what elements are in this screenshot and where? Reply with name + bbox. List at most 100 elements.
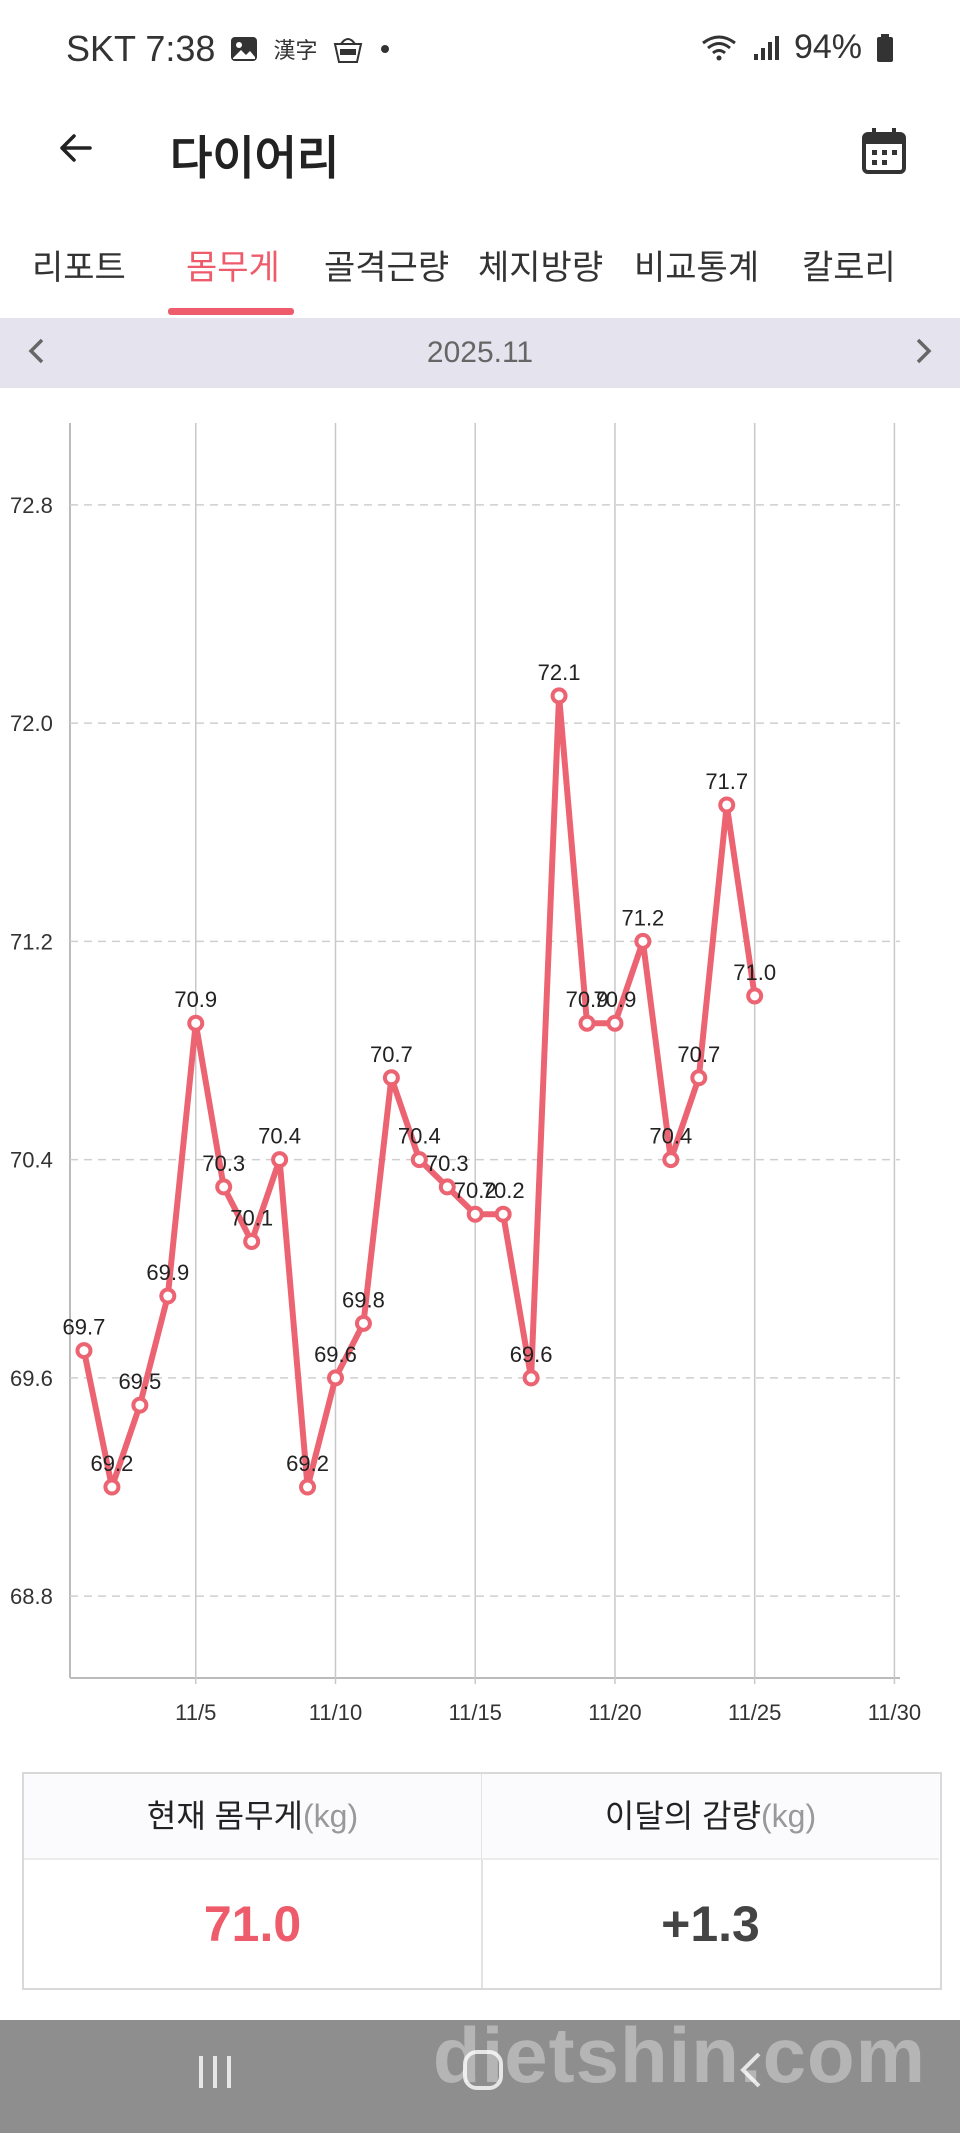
home-icon xyxy=(463,2050,503,2090)
x-tick-label: 11/25 xyxy=(728,1700,781,1725)
calendar-button[interactable] xyxy=(852,120,916,184)
x-tick-label: 11/10 xyxy=(309,1700,362,1725)
weight-data-label: 70.4 xyxy=(649,1124,692,1149)
hanja-icon: 漢字 xyxy=(273,38,318,63)
tab-compare-stats[interactable]: 비교통계 xyxy=(634,249,760,287)
y-tick-label: 71.2 xyxy=(10,929,53,954)
tab-bar: 리포트 몸무게 골격근량 체지방량 비교통계 칼로리 xyxy=(0,230,960,318)
month-selector: 2025.11 xyxy=(0,318,960,388)
x-tick-label: 11/5 xyxy=(175,1700,216,1725)
weight-data-point xyxy=(410,1151,428,1169)
weight-data-point xyxy=(494,1205,512,1223)
recent-apps-icon xyxy=(199,2056,231,2088)
weight-data-label: 69.7 xyxy=(63,1315,106,1340)
weight-data-point xyxy=(215,1178,233,1196)
back-nav-icon xyxy=(740,2052,761,2088)
weight-data-label: 70.2 xyxy=(454,1178,497,1203)
y-tick-label: 70.4 xyxy=(10,1148,53,1173)
current-weight-unit: (kg) xyxy=(302,1798,359,1834)
wifi-icon xyxy=(702,35,736,60)
app-bar: 다이어리 xyxy=(0,100,960,210)
back-button[interactable] xyxy=(46,124,106,184)
weight-data-point xyxy=(187,1014,205,1032)
weight-data-point xyxy=(354,1314,372,1332)
weight-data-label: 70.9 xyxy=(594,987,637,1012)
weight-data-point xyxy=(662,1151,680,1169)
tab-report[interactable]: 리포트 xyxy=(32,249,126,287)
weight-chart-svg: 72.8 72.0 71.2 70.4 69.6 68.8 11/5 11/10 11/15 11… xyxy=(10,423,921,1725)
weight-data-label: 71.7 xyxy=(705,769,748,794)
tab-weight[interactable]: 몸무게 xyxy=(186,249,280,287)
weight-data-point xyxy=(103,1478,121,1496)
weight-data-point xyxy=(131,1396,149,1414)
weight-data-label: 70.7 xyxy=(677,1042,720,1067)
y-tick-label: 68.8 xyxy=(10,1584,53,1609)
x-tick-label: 11/30 xyxy=(868,1700,921,1725)
tab-calories[interactable]: 칼로리 xyxy=(802,249,896,287)
weight-data-label: 69.8 xyxy=(342,1287,385,1312)
current-weight-header: 현재 몸무게(kg) xyxy=(24,1774,481,1860)
monthly-change-unit: (kg) xyxy=(760,1798,817,1834)
weight-data-label: 72.1 xyxy=(538,660,581,685)
home-button[interactable] xyxy=(448,2048,518,2108)
weight-data-label: 69.2 xyxy=(286,1451,329,1476)
dot-icon xyxy=(381,45,390,53)
weight-data-label: 70.1 xyxy=(230,1205,273,1230)
weight-data-point xyxy=(271,1151,289,1169)
watermark: dietshin.com xyxy=(432,2011,926,2099)
monthly-change-label: 이달의 감량 xyxy=(604,1798,761,1834)
recent-apps-button[interactable] xyxy=(180,2048,250,2108)
weight-data-label: 70.9 xyxy=(174,987,217,1012)
next-month-button[interactable] xyxy=(896,326,950,380)
x-tick-label: 11/15 xyxy=(449,1700,502,1725)
translate-icon xyxy=(334,38,363,63)
status-time: SKT 7:38 xyxy=(66,28,216,69)
weight-data-point xyxy=(382,1069,400,1087)
weight-chart: 72.8 72.0 71.2 70.4 69.6 68.8 11/5 11/10 11/15 11… xyxy=(0,388,960,1738)
tab-body-fat[interactable]: 체지방량 xyxy=(478,249,604,287)
calendar-icon xyxy=(862,128,906,174)
current-weight-label: 현재 몸무게 xyxy=(146,1798,303,1834)
weight-data-point xyxy=(159,1287,177,1305)
weight-data-point xyxy=(746,987,764,1005)
monthly-change-header: 이달의 감량(kg) xyxy=(482,1774,939,1860)
monthly-change-cell: 이달의 감량(kg) +1.3 xyxy=(482,1774,939,1988)
x-tick-label: 11/20 xyxy=(588,1700,641,1725)
weight-data-label: 70.4 xyxy=(398,1124,441,1149)
weight-data-point xyxy=(299,1478,317,1496)
weight-data-label: 69.9 xyxy=(146,1260,189,1285)
weight-series-line xyxy=(80,692,758,1491)
current-weight-value: 71.0 xyxy=(203,1896,302,1952)
monthly-change-value: +1.3 xyxy=(661,1896,760,1952)
weight-data-point xyxy=(466,1205,484,1223)
weight-data-label: 70.2 xyxy=(482,1178,525,1203)
weight-data-label: 69.6 xyxy=(314,1342,357,1367)
weight-data-point xyxy=(690,1069,708,1087)
weight-data-label: 70.4 xyxy=(258,1124,301,1149)
tab-skeletal-muscle[interactable]: 골격근량 xyxy=(324,249,450,287)
chevron-right-icon xyxy=(916,338,932,364)
system-nav-bar xyxy=(0,2020,960,2133)
weight-data-label: 70.9 xyxy=(566,987,609,1012)
battery-percent: 94% xyxy=(793,28,862,66)
back-nav-button[interactable] xyxy=(716,2048,786,2108)
arrow-left-icon xyxy=(60,134,92,162)
weight-data-label: 70.3 xyxy=(202,1151,245,1176)
weight-data-point xyxy=(438,1178,456,1196)
page-title: 다이어리 xyxy=(170,132,340,184)
weight-data-point xyxy=(522,1369,540,1387)
weight-data-label: 71.0 xyxy=(733,960,776,985)
status-bar: SKT 7:38 漢字 94% xyxy=(0,0,960,100)
weight-data-label: 71.2 xyxy=(621,905,664,930)
month-label: 2025.11 xyxy=(426,336,534,369)
weight-data-label: 69.6 xyxy=(510,1342,553,1367)
prev-month-button[interactable] xyxy=(10,326,64,380)
y-tick-label: 69.6 xyxy=(10,1366,53,1391)
battery-icon xyxy=(877,33,893,62)
signal-icon xyxy=(753,35,779,60)
active-tab-indicator xyxy=(168,308,294,315)
chevron-left-icon xyxy=(28,338,44,364)
weight-data-point xyxy=(578,1014,596,1032)
stats-table: 현재 몸무게(kg) 71.0 이달의 감량(kg) +1.3 xyxy=(22,1772,942,1990)
weight-data-label: 70.7 xyxy=(370,1042,413,1067)
